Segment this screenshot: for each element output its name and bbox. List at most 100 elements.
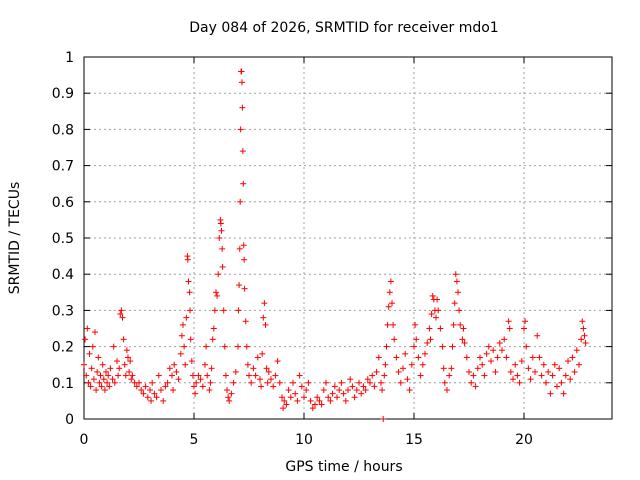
data-point (579, 318, 586, 325)
data-point (347, 376, 354, 383)
data-point (270, 383, 277, 390)
data-point (184, 256, 191, 263)
data-point (248, 379, 255, 386)
data-point (424, 339, 431, 346)
data-point (391, 336, 398, 343)
data-point (303, 387, 310, 394)
data-point (151, 390, 158, 397)
data-point (417, 372, 424, 379)
data-point (208, 365, 215, 372)
data-point (162, 383, 169, 390)
data-point (397, 379, 404, 386)
data-point (426, 325, 433, 332)
data-point (246, 372, 252, 379)
data-point (95, 354, 102, 361)
data-point (380, 416, 387, 422)
data-point (237, 126, 244, 133)
data-point (581, 332, 588, 339)
data-point (543, 379, 549, 386)
data-point (540, 361, 547, 368)
data-point (265, 368, 272, 375)
data-point (362, 387, 369, 394)
y-tick-label: 0.8 (52, 122, 74, 138)
x-tick-label: 10 (295, 432, 313, 448)
data-point (479, 361, 486, 368)
data-point (186, 289, 193, 296)
data-point (385, 303, 392, 310)
data-point (81, 361, 87, 368)
data-point (573, 347, 580, 354)
data-point (455, 289, 461, 296)
data-point (164, 379, 171, 386)
data-point (119, 314, 126, 321)
data-point (459, 336, 466, 343)
data-point (307, 397, 314, 404)
data-point (395, 368, 402, 375)
data-point (460, 325, 467, 332)
data-point (129, 372, 136, 379)
data-point (402, 350, 409, 357)
data-point (84, 325, 91, 332)
data-point (338, 379, 345, 386)
data-point (103, 368, 109, 375)
data-point (82, 336, 89, 343)
data-point (412, 321, 419, 328)
y-tick-label: 0.2 (52, 340, 74, 356)
data-point (142, 383, 149, 390)
data-point (274, 358, 281, 365)
data-point (576, 361, 582, 368)
x-axis-label: GPS time / hours (285, 459, 402, 475)
data-point (356, 379, 362, 386)
data-point (506, 325, 513, 332)
data-point (86, 350, 93, 357)
data-point (276, 379, 283, 386)
data-point (545, 368, 552, 375)
data-point (298, 383, 305, 390)
data-point (507, 368, 514, 375)
data-point (171, 361, 178, 368)
data-point (331, 383, 338, 390)
data-point (147, 387, 153, 394)
data-point (390, 321, 397, 328)
data-point (85, 379, 92, 386)
data-point (118, 307, 125, 314)
data-points (81, 68, 589, 422)
data-point (128, 376, 135, 383)
data-point (521, 325, 527, 332)
data-point (525, 365, 532, 372)
data-point (241, 285, 248, 292)
data-point (123, 347, 130, 354)
data-point (87, 383, 94, 390)
data-point (516, 379, 523, 386)
data-point (225, 394, 232, 401)
data-point (529, 354, 536, 361)
data-point (379, 387, 386, 394)
data-point (121, 361, 128, 368)
data-point (551, 361, 558, 368)
data-point (287, 394, 294, 401)
data-point (522, 318, 529, 325)
data-point (463, 354, 470, 361)
data-point (170, 387, 177, 394)
chart-title: Day 084 of 2026, SRMTID for receiver mdo… (189, 20, 498, 36)
y-tick-label: 1 (65, 50, 74, 66)
data-point (320, 387, 327, 394)
data-point (144, 394, 151, 401)
data-point (120, 336, 127, 343)
data-point (105, 372, 112, 379)
data-point (554, 383, 560, 390)
y-tick-label: 0.7 (52, 159, 74, 175)
data-point (536, 354, 543, 361)
data-point (92, 329, 98, 336)
data-point (244, 361, 251, 368)
data-point (501, 336, 508, 343)
data-point (571, 368, 578, 375)
data-point (549, 372, 556, 379)
data-point (111, 379, 118, 386)
data-point (437, 325, 444, 332)
data-point (187, 336, 194, 343)
data-point (383, 343, 390, 350)
data-point (191, 383, 197, 390)
data-point (181, 343, 188, 350)
data-point (292, 390, 299, 397)
